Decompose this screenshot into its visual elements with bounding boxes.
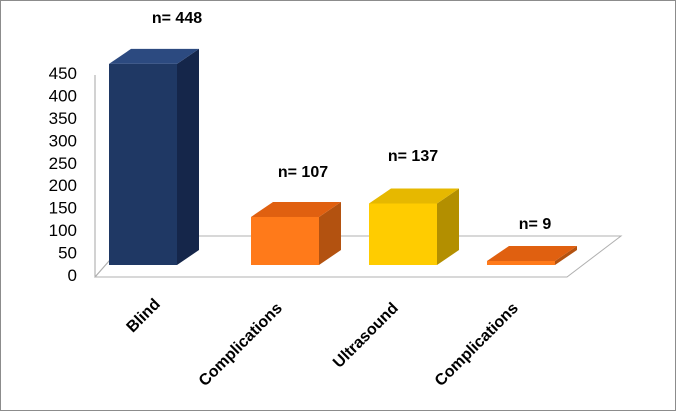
- data-labels: n= 448 n= 107 n= 137 n= 9: [152, 10, 551, 233]
- y-tick-label: 50: [58, 244, 77, 263]
- y-tick-label: 150: [49, 199, 77, 218]
- category-label: Complications: [196, 300, 286, 390]
- bar-top: [487, 245, 577, 261]
- category-labels: Blind Complications Ultrasound Complication…: [124, 296, 522, 390]
- category-label: Blind: [124, 296, 164, 336]
- data-label: n= 137: [388, 148, 438, 165]
- y-tick-label: 300: [49, 131, 77, 150]
- y-tick-label: 100: [49, 221, 77, 240]
- data-label: n= 107: [278, 164, 328, 181]
- bar-front: [109, 63, 177, 265]
- data-label: n= 9: [519, 216, 552, 233]
- bar-side: [319, 201, 341, 265]
- category-label: Complications: [432, 300, 522, 390]
- bar-top: [109, 48, 199, 64]
- y-tick-label: 350: [49, 109, 77, 128]
- y-tick-label: 250: [49, 154, 77, 173]
- y-tick-label: 200: [49, 176, 77, 195]
- y-tick-labels: 0 50 100 150 200 250 300 350 400 450: [49, 64, 77, 285]
- bar-front: [251, 216, 319, 265]
- bars: [109, 48, 577, 265]
- bar-side: [177, 48, 199, 265]
- y-tick-label: 450: [49, 64, 77, 83]
- data-label: n= 448: [152, 10, 202, 27]
- bar-front: [487, 260, 555, 265]
- bar-top: [251, 201, 341, 217]
- bar-0: [109, 48, 199, 265]
- bar-3: [487, 245, 577, 265]
- y-tick-label: 400: [49, 86, 77, 105]
- bar-1: [251, 201, 341, 265]
- y-tick-label: 0: [68, 266, 77, 285]
- bar-side: [437, 188, 459, 265]
- bar-front: [369, 203, 437, 265]
- bar-side: [555, 245, 577, 265]
- bar-2: [369, 188, 459, 265]
- bar-top: [369, 188, 459, 204]
- category-label: Ultrasound: [330, 300, 402, 372]
